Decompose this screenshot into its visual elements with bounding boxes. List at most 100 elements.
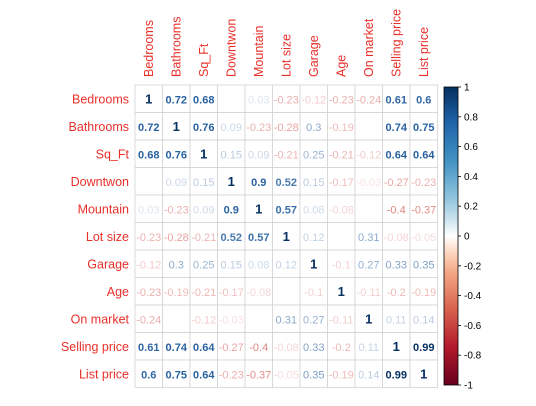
row-label: Lot size [86,230,129,244]
cell-value: -0.23 [411,177,436,189]
cell-value: -0.19 [164,287,189,299]
cell-value: -0.1 [332,259,351,271]
heatmap-cell [327,84,356,113]
cell-value: 0.03 [248,94,269,106]
cell-value: 0.72 [166,94,187,106]
colorbar-tick-label: 0.2 [464,202,478,213]
column-label: Lot size [279,34,293,77]
heatmap-cell [162,194,191,223]
cell-value: 0.31 [276,314,297,326]
heatmap-cell [272,139,301,168]
heatmap-cell [299,194,328,223]
cell-value: 1 [145,91,152,106]
heatmap-cell [189,304,218,333]
cell-value: -0.24 [136,314,161,326]
heatmap-cell [244,194,273,223]
cell-value: 0.57 [248,232,269,244]
heatmap-cell [327,277,356,306]
cell-value: 0.61 [386,94,407,106]
row-label: Bathrooms [69,120,129,134]
heatmap-cell [244,139,273,168]
cell-value: 0.09 [166,177,187,189]
cell-value: 0.03 [138,204,159,216]
heatmap-cell [327,304,356,333]
heatmap-cell [382,304,411,333]
colorbar-tick-label: 0.8 [464,112,478,123]
heatmap-cell [134,84,163,113]
cell-value: 0.14 [358,369,379,381]
cell-value: -0.21 [329,149,354,161]
cell-value: 0.15 [303,177,324,189]
cell-value: 1 [283,229,290,244]
column-label: Garage [307,35,321,77]
heatmap-cell [162,84,191,113]
row-label: Age [107,285,129,299]
cell-value: -0.17 [329,177,354,189]
row-label: Selling price [61,340,129,354]
heatmap-cell [382,112,411,141]
cell-value: 1 [200,146,207,161]
cell-value: 1 [310,256,317,271]
cell-value: 0.68 [138,149,159,161]
row-label: Sq_Ft [96,147,130,161]
cell-value: 0.35 [413,259,434,271]
heatmap-cell [409,167,438,196]
cell-value: -0.12 [356,149,381,161]
heatmap-cell [354,222,383,251]
row-label: On market [71,312,130,326]
heatmap-cell [409,332,438,361]
cell-value: -0.12 [136,259,161,271]
heatmap-cell [299,277,328,306]
colorbar-tick-label: 1 [464,83,470,94]
heatmap-cell [244,304,273,333]
cell-value: -0.05 [274,369,299,381]
heatmap-cell [382,277,411,306]
cell-value: 0.52 [221,232,242,244]
cell-value: 0.99 [413,342,434,354]
cell-value: -0.23 [164,204,189,216]
heatmap-cell [244,359,273,388]
heatmap-cell [299,304,328,333]
column-label: Downtwon [224,19,238,77]
cell-value: 0.14 [413,314,434,326]
cell-value: -0.23 [136,287,161,299]
cell-value: -0.08 [329,204,354,216]
heatmap-cell [272,277,301,306]
cell-value: -0.21 [191,287,216,299]
column-label: Bedrooms [142,20,156,77]
cell-value: 0.09 [193,204,214,216]
heatmap-cell [299,139,328,168]
cell-value: -0.24 [356,94,381,106]
colorbar-ticks: 1 0.8 0.6 0.4 0.2 0 -0.2 -0.4 -0.6 -0.8 -1 [458,83,482,392]
cell-value: -0.2 [387,287,406,299]
cell-value: 0.52 [276,177,297,189]
cell-value: 0.27 [303,314,324,326]
heatmap-cell [354,359,383,388]
heatmap-cell [244,277,273,306]
cell-value: 1 [393,339,400,354]
cell-value: 0.76 [166,149,187,161]
heatmap-cell [327,112,356,141]
cell-value: -0.28 [164,232,189,244]
heatmap-cell [134,304,163,333]
colorbar-tick-label: 0.6 [464,142,478,153]
heatmap-cell [272,249,301,278]
heatmap-cell [134,277,163,306]
cell-value: -0.19 [329,369,354,381]
cell-value: -0.11 [357,287,381,299]
cell-value: -0.4 [387,204,406,216]
cell-value: 0.15 [221,259,242,271]
cell-value: -0.19 [411,287,436,299]
cell-value: 0.15 [221,149,242,161]
heatmap-cell [134,139,163,168]
cell-value: 0.25 [303,149,324,161]
heatmap-cell [189,167,218,196]
heatmap-cell [409,139,438,168]
column-label: Selling price [389,9,403,77]
column-label: Mountain [252,26,266,77]
heatmap-cell [272,194,301,223]
heatmap-cell [244,332,273,361]
cell-value: 0.12 [303,232,324,244]
heatmap-cell [354,249,383,278]
